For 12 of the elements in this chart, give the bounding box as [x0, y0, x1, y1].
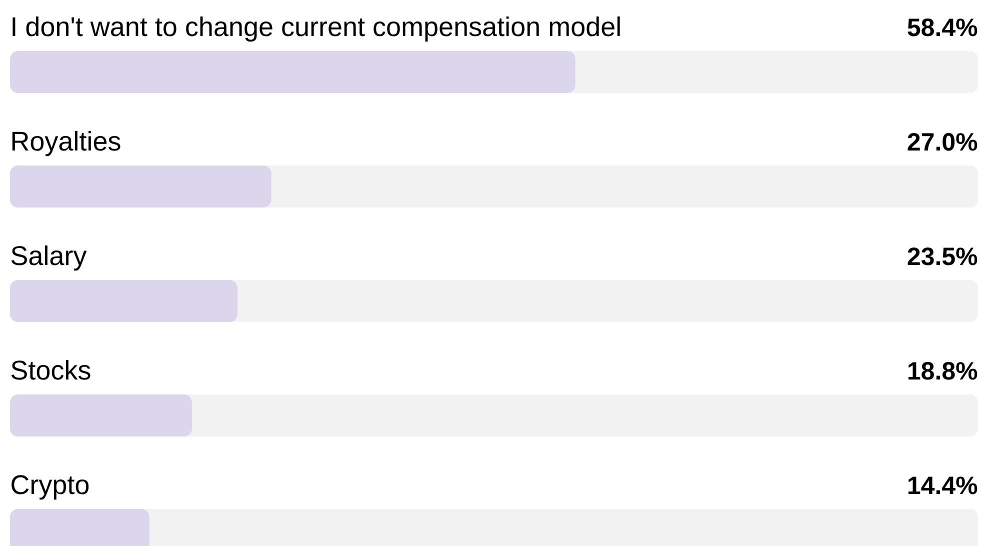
bar [10, 280, 238, 322]
y-tick-label: Crypto [12, 475, 89, 500]
data-label: 23.5% [908, 248, 978, 266]
data-label: 58.4% [908, 18, 978, 36]
y-tick-label: Salary [11, 245, 87, 271]
y-tick-label: Royalties [12, 130, 120, 156]
data-label: 18.8% [908, 362, 978, 380]
data-label: 27.0% [908, 133, 978, 151]
y-tick-label: I don't want to change current compensation model [12, 16, 620, 42]
bar [10, 394, 192, 437]
data-label: 14.4% [908, 476, 978, 494]
y-tick-label: Stocks [11, 360, 90, 380]
